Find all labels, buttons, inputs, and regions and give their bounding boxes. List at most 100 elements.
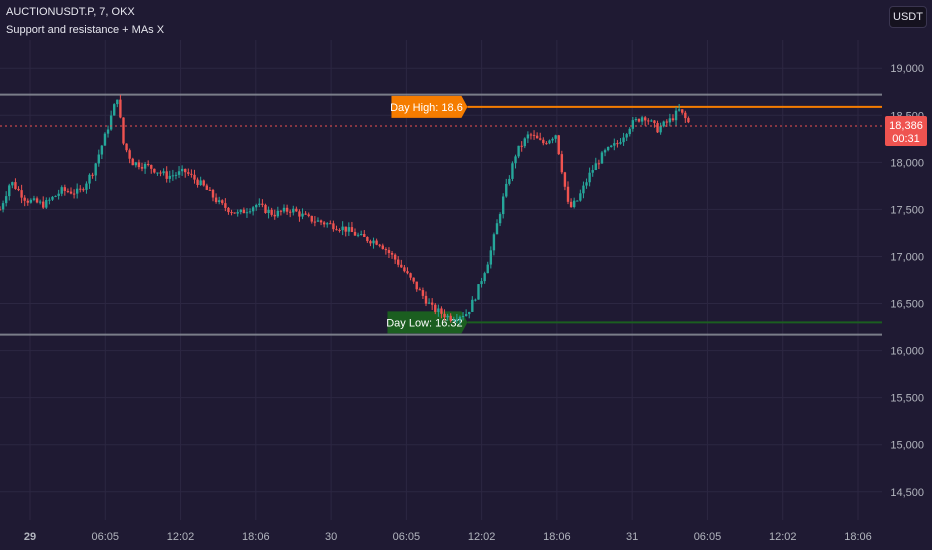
candle-body [63,187,67,191]
candle-body [440,308,443,314]
candle-body [486,264,489,274]
candle-body [375,240,378,245]
candle-body [471,299,474,312]
candle-body [341,226,344,231]
candle-body [495,223,499,235]
candle-body [659,126,662,133]
candle-body [335,229,338,231]
candle-body [434,304,437,312]
candle-body [264,204,267,213]
candle-body [650,120,653,122]
candle-body [606,146,610,151]
y-tick-label: 17,000 [890,251,924,263]
candle-body [511,163,514,179]
candle-body [165,171,168,179]
candle-body [634,118,638,121]
candle-body [498,214,502,224]
candle-body [214,197,218,203]
indicator-label[interactable]: Support and resistance + MAs X [6,24,165,36]
candle-body [292,208,295,213]
candle-body [0,209,2,211]
candle-body [190,173,193,175]
candle-body [622,137,625,143]
countdown-label: 00:31 [892,133,920,145]
candle-body [640,117,644,122]
candle-body [455,319,459,321]
candle-body [326,223,329,225]
candle-body [668,118,672,123]
candle-body [677,109,681,111]
candle-body [79,188,82,190]
candle-body [523,138,526,147]
candle-body [217,200,221,203]
candle-body [356,234,360,236]
candle-body [378,244,381,246]
candle-body [168,175,171,179]
candle-body [372,240,375,244]
candle-body [187,172,190,174]
candle-body [381,245,384,250]
candle-body [288,211,292,213]
symbol-title[interactable]: AUCTIONUSDT.P, 7, OKX [6,6,135,18]
candle-body [279,210,283,212]
candle-body [643,117,647,121]
candle-body [514,156,517,164]
x-tick-label: 06:05 [92,531,120,543]
candle-body [140,167,144,169]
candle-body [415,281,418,290]
candle-body [319,220,323,223]
candle-body [576,200,579,202]
candle-body [184,168,187,173]
candle-body [551,138,554,141]
y-tick-label: 15,000 [890,440,924,452]
candle-body [282,207,286,212]
candle-body [205,185,209,190]
candle-body [94,163,97,176]
candle-body [674,110,678,121]
candle-body [276,210,280,217]
candle-body [474,299,477,301]
candle-body [437,308,440,312]
candle-body [403,267,406,272]
candle-body [461,316,465,318]
x-tick-label: 06:05 [393,531,421,543]
candle-body [295,208,298,212]
candle-body [452,319,455,321]
y-tick-label: 18,000 [890,157,924,169]
candle-body [143,163,147,169]
candle-body [329,223,332,225]
candle-body [91,174,94,176]
candle-body [4,196,8,204]
candle-body [261,203,264,205]
candle-body [449,315,452,321]
candle-body [316,220,320,222]
candle-body [310,215,313,222]
candle-body [51,196,54,200]
candle-body [387,250,391,254]
x-tick-label: 18:06 [242,531,270,543]
candle-body [48,199,51,201]
candle-body [66,190,70,192]
candle-body [350,227,354,232]
currency-button[interactable]: USDT [889,6,927,28]
candle-body [307,214,310,216]
candle-body [248,211,252,213]
candle-body [347,227,351,232]
candle-body [613,143,616,146]
candle-body [594,163,597,171]
candle-body [588,172,591,183]
candle-body [579,193,582,201]
candle-body [684,112,687,119]
candle-body [591,170,594,173]
candle-body [332,223,335,230]
candle-body [628,128,631,135]
candle-body [42,201,45,208]
candle-body [298,211,301,217]
candle-body [171,175,175,177]
candle-body [131,158,134,166]
candle-body [458,316,462,320]
candle-body [146,163,150,165]
candle-body [585,182,588,186]
candle-body [619,142,622,144]
